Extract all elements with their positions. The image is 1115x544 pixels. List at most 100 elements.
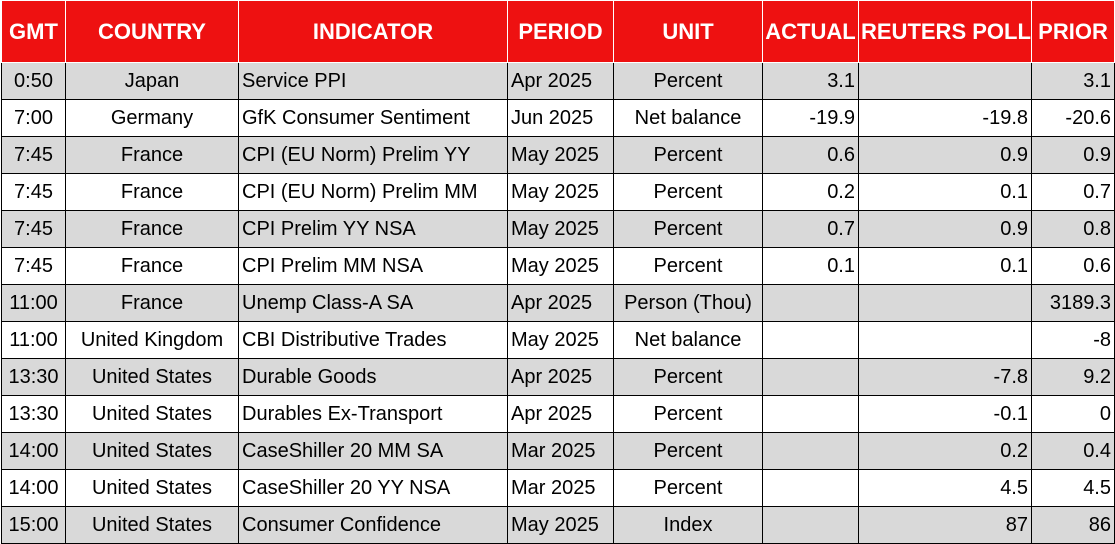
cell-gmt: 7:45	[1, 173, 66, 211]
cell-country: Germany	[65, 99, 239, 137]
cell-period: May 2025	[507, 173, 614, 211]
table-row: 0:50 Japan Service PPI Apr 2025 Percent 3.1 3.…	[1, 62, 1115, 100]
cell-actual	[762, 506, 859, 544]
cell-gmt: 11:00	[1, 321, 66, 359]
cell-country: France	[65, 210, 239, 248]
cell-actual	[762, 284, 859, 322]
cell-gmt: 14:00	[1, 469, 66, 507]
cell-country: United States	[65, 506, 239, 544]
cell-indicator: CaseShiller 20 MM SA	[238, 432, 508, 470]
cell-country: United States	[65, 395, 239, 433]
cell-prior: 3189.3	[1031, 284, 1115, 322]
cell-period: May 2025	[507, 136, 614, 174]
cell-gmt: 14:00	[1, 432, 66, 470]
cell-period: May 2025	[507, 506, 614, 544]
cell-prior: 0.8	[1031, 210, 1115, 248]
cell-unit: Net balance	[613, 321, 763, 359]
cell-period: May 2025	[507, 210, 614, 248]
header-country: COUNTRY	[65, 0, 239, 63]
cell-prior: 0.7	[1031, 173, 1115, 211]
cell-gmt: 13:30	[1, 395, 66, 433]
cell-unit: Percent	[613, 469, 763, 507]
cell-prior: 0	[1031, 395, 1115, 433]
table-row: 13:30 United States Durable Goods Apr 2025 P…	[1, 358, 1115, 396]
cell-period: Apr 2025	[507, 284, 614, 322]
cell-country: United States	[65, 432, 239, 470]
cell-reuters-poll: 0.1	[858, 247, 1032, 285]
table-row: 13:30 United States Durables Ex-Transport A…	[1, 395, 1115, 433]
cell-prior: 0.4	[1031, 432, 1115, 470]
cell-prior: 4.5	[1031, 469, 1115, 507]
cell-unit: Index	[613, 506, 763, 544]
table-header: GMT COUNTRY INDICATOR PERIOD UNIT ACTUAL…	[1, 0, 1115, 63]
cell-country: France	[65, 247, 239, 285]
table-row: 14:00 United States CaseShiller 20 MM SA Ma…	[1, 432, 1115, 470]
cell-gmt: 13:30	[1, 358, 66, 396]
cell-gmt: 7:45	[1, 247, 66, 285]
cell-reuters-poll	[858, 62, 1032, 100]
cell-unit: Percent	[613, 210, 763, 248]
cell-unit: Percent	[613, 136, 763, 174]
cell-period: Mar 2025	[507, 432, 614, 470]
cell-reuters-poll: 0.2	[858, 432, 1032, 470]
cell-reuters-poll: 0.9	[858, 136, 1032, 174]
cell-unit: Percent	[613, 432, 763, 470]
header-prior: PRIOR	[1031, 0, 1115, 63]
header-reuters-poll: REUTERS POLL	[858, 0, 1032, 63]
table-row: 7:45 France CPI Prelim MM NSA May 2025 Perce…	[1, 247, 1115, 285]
cell-period: May 2025	[507, 247, 614, 285]
cell-period: Mar 2025	[507, 469, 614, 507]
cell-indicator: CPI Prelim MM NSA	[238, 247, 508, 285]
cell-prior: 9.2	[1031, 358, 1115, 396]
cell-unit: Percent	[613, 247, 763, 285]
cell-actual: 0.2	[762, 173, 859, 211]
header-period: PERIOD	[507, 0, 614, 63]
cell-gmt: 7:00	[1, 99, 66, 137]
cell-actual: 3.1	[762, 62, 859, 100]
table-row: 7:45 France CPI (EU Norm) Prelim MM May 202…	[1, 173, 1115, 211]
cell-actual: -19.9	[762, 99, 859, 137]
cell-indicator: CaseShiller 20 YY NSA	[238, 469, 508, 507]
cell-country: Japan	[65, 62, 239, 100]
cell-gmt: 7:45	[1, 210, 66, 248]
cell-actual	[762, 358, 859, 396]
cell-indicator: Durables Ex-Transport	[238, 395, 508, 433]
cell-gmt: 11:00	[1, 284, 66, 322]
cell-actual	[762, 469, 859, 507]
cell-reuters-poll: -0.1	[858, 395, 1032, 433]
cell-indicator: CPI Prelim YY NSA	[238, 210, 508, 248]
cell-prior: 86	[1031, 506, 1115, 544]
cell-indicator: CBI Distributive Trades	[238, 321, 508, 359]
cell-reuters-poll: -19.8	[858, 99, 1032, 137]
cell-indicator: CPI (EU Norm) Prelim YY	[238, 136, 508, 174]
cell-period: Apr 2025	[507, 358, 614, 396]
cell-country: United States	[65, 358, 239, 396]
cell-period: Jun 2025	[507, 99, 614, 137]
cell-unit: Net balance	[613, 99, 763, 137]
cell-prior: 0.9	[1031, 136, 1115, 174]
cell-indicator: Consumer Confidence	[238, 506, 508, 544]
cell-indicator: Durable Goods	[238, 358, 508, 396]
cell-unit: Person (Thou)	[613, 284, 763, 322]
header-indicator: INDICATOR	[238, 0, 508, 63]
cell-period: Apr 2025	[507, 62, 614, 100]
table-row: 7:45 France CPI (EU Norm) Prelim YY May 202…	[1, 136, 1115, 174]
cell-unit: Percent	[613, 395, 763, 433]
table-row: 15:00 United States Consumer Confidence May…	[1, 506, 1115, 544]
cell-reuters-poll: 0.9	[858, 210, 1032, 248]
cell-gmt: 15:00	[1, 506, 66, 544]
cell-actual: 0.7	[762, 210, 859, 248]
cell-country: United States	[65, 469, 239, 507]
cell-indicator: Service PPI	[238, 62, 508, 100]
cell-period: May 2025	[507, 321, 614, 359]
cell-gmt: 0:50	[1, 62, 66, 100]
cell-prior: -20.6	[1031, 99, 1115, 137]
cell-indicator: Unemp Class-A SA	[238, 284, 508, 322]
table-row: 7:00 Germany GfK Consumer Sentiment Jun 202…	[1, 99, 1115, 137]
cell-prior: -8	[1031, 321, 1115, 359]
cell-indicator: CPI (EU Norm) Prelim MM	[238, 173, 508, 211]
cell-actual	[762, 321, 859, 359]
table-row: 11:00 France Unemp Class-A SA Apr 2025 Perso…	[1, 284, 1115, 322]
header-row: GMT COUNTRY INDICATOR PERIOD UNIT ACTUAL…	[1, 0, 1115, 63]
